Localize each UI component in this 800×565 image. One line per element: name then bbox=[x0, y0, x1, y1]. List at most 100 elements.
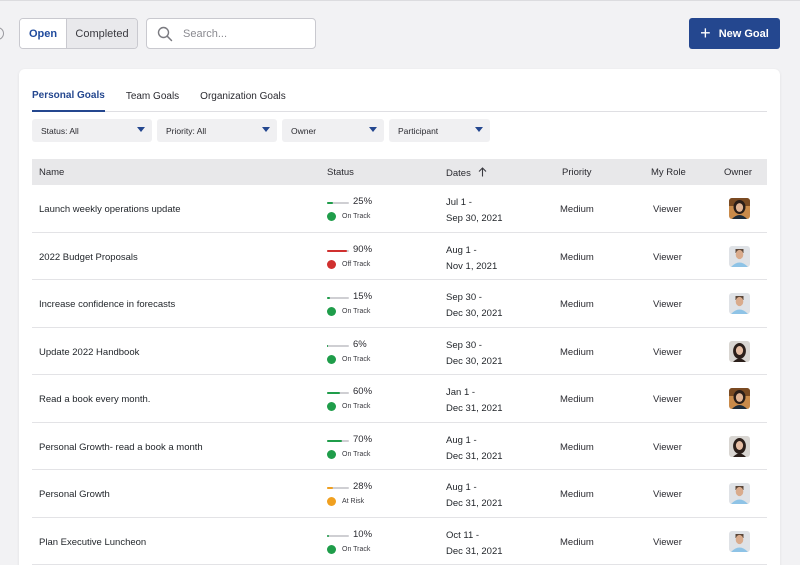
table-row[interactable]: Plan Executive Luncheon 10% On Track Oct… bbox=[32, 518, 767, 565]
priority-filter-dropdown[interactable]: Priority: All bbox=[157, 119, 277, 142]
status-filter-label: Status: All bbox=[41, 125, 79, 136]
goals-table: Name Status Dates Priority My Role Owner… bbox=[32, 159, 767, 565]
table-row[interactable]: 2022 Budget Proposals 90% Off Track Aug … bbox=[32, 233, 767, 280]
owner-avatar[interactable] bbox=[729, 198, 750, 219]
status-label: On Track bbox=[342, 450, 371, 458]
search-box bbox=[146, 18, 316, 49]
progress-percent: 6% bbox=[353, 338, 367, 350]
plus-icon: + bbox=[700, 22, 711, 43]
owner-avatar[interactable] bbox=[729, 340, 750, 362]
tab-organization-goals[interactable]: Organization Goals bbox=[200, 91, 286, 102]
table-row[interactable]: Update 2022 Handbook 6% On Track Sep 30 … bbox=[32, 328, 767, 375]
status-label: On Track bbox=[342, 213, 371, 220]
date-end: Dec 31, 2021 bbox=[446, 450, 503, 462]
goal-name[interactable]: Read a book every month. bbox=[39, 394, 151, 405]
status-dot-icon bbox=[327, 449, 336, 459]
chevron-down-icon bbox=[369, 127, 377, 132]
open-filter-button[interactable]: Open bbox=[20, 19, 67, 48]
new-goal-button[interactable]: + New Goal bbox=[689, 18, 780, 49]
chevron-down-icon bbox=[475, 127, 483, 132]
column-header-status[interactable]: Status bbox=[327, 167, 354, 178]
goal-status: 60% On Track bbox=[327, 386, 407, 414]
status-dot-icon bbox=[327, 259, 336, 269]
owner-avatar[interactable] bbox=[729, 530, 750, 552]
search-icon bbox=[157, 26, 173, 41]
date-end: Sep 30, 2021 bbox=[446, 213, 503, 224]
date-start: Oct 11 - bbox=[446, 529, 480, 541]
open-completed-toggle: Open Completed bbox=[19, 18, 138, 49]
goal-priority: Medium bbox=[560, 299, 594, 310]
goal-dates: Oct 11 - Dec 31, 2021 bbox=[446, 528, 503, 560]
table-row[interactable]: Read a book every month. 60% On Track Ja… bbox=[32, 375, 767, 423]
goal-status: 90% Off Track bbox=[327, 244, 407, 272]
my-role: Viewer bbox=[653, 299, 682, 310]
chevron-down-icon bbox=[262, 127, 270, 132]
goal-status: 10% On Track bbox=[327, 529, 407, 557]
status-dot-icon bbox=[327, 212, 336, 221]
date-end: Dec 31, 2021 bbox=[446, 545, 503, 557]
goal-dates: Jul 1 - Sep 30, 2021 bbox=[446, 195, 503, 227]
goal-dates: Sep 30 - Dec 30, 2021 bbox=[446, 338, 503, 370]
chevron-down-icon bbox=[137, 127, 145, 132]
goal-priority: Medium bbox=[560, 251, 594, 263]
date-start: Aug 1 - bbox=[446, 244, 477, 256]
table-row[interactable]: Personal Growth 28% At Risk Aug 1 - Dec … bbox=[32, 470, 767, 518]
table-row[interactable]: Increase confidence in forecasts 15% On … bbox=[32, 280, 767, 328]
goal-scope-tabs: Personal Goals Team Goals Organization G… bbox=[32, 81, 767, 112]
owner-avatar[interactable] bbox=[729, 388, 750, 409]
table-body: Launch weekly operations update 25% On T… bbox=[32, 185, 767, 565]
my-role: Viewer bbox=[653, 204, 682, 215]
date-end: Dec 30, 2021 bbox=[446, 355, 503, 367]
goal-name[interactable]: Personal Growth- read a book a month bbox=[39, 441, 203, 453]
owner-avatar[interactable] bbox=[729, 483, 750, 504]
completed-filter-button[interactable]: Completed bbox=[67, 19, 137, 48]
search-input[interactable] bbox=[183, 27, 303, 40]
progress-bar bbox=[327, 202, 349, 204]
tab-personal-goals[interactable]: Personal Goals bbox=[32, 81, 105, 112]
column-header-priority[interactable]: Priority bbox=[562, 167, 592, 178]
progress-bar bbox=[327, 344, 349, 347]
goal-name[interactable]: Plan Executive Luncheon bbox=[39, 536, 147, 548]
top-divider bbox=[0, 0, 800, 1]
column-header-dates[interactable]: Dates bbox=[446, 167, 487, 179]
progress-bar bbox=[327, 487, 349, 489]
participant-filter-label: Participant bbox=[398, 125, 439, 136]
owner-avatar[interactable] bbox=[729, 245, 750, 267]
status-dot-icon bbox=[327, 354, 336, 364]
my-role: Viewer bbox=[653, 489, 682, 500]
my-role: Viewer bbox=[653, 536, 682, 548]
goal-dates: Aug 1 - Dec 31, 2021 bbox=[446, 480, 503, 512]
owner-avatar[interactable] bbox=[729, 435, 750, 457]
goal-status: 15% On Track bbox=[327, 291, 407, 319]
participant-filter-dropdown[interactable]: Participant bbox=[389, 119, 490, 142]
table-header: Name Status Dates Priority My Role Owner bbox=[32, 159, 767, 185]
status-label: On Track bbox=[342, 403, 371, 410]
column-header-dates-label: Dates bbox=[446, 168, 471, 179]
owner-filter-label: Owner bbox=[291, 125, 317, 136]
status-label: On Track bbox=[342, 355, 371, 363]
goal-name[interactable]: Launch weekly operations update bbox=[39, 204, 181, 215]
goal-name[interactable]: Update 2022 Handbook bbox=[39, 346, 140, 358]
goal-name[interactable]: 2022 Budget Proposals bbox=[39, 251, 138, 263]
goal-priority: Medium bbox=[560, 441, 594, 453]
my-role: Viewer bbox=[653, 441, 682, 453]
goal-name[interactable]: Personal Growth bbox=[39, 489, 110, 500]
column-header-my-role[interactable]: My Role bbox=[651, 167, 686, 178]
column-header-name[interactable]: Name bbox=[39, 167, 65, 178]
status-filter-dropdown[interactable]: Status: All bbox=[32, 119, 152, 142]
column-header-owner[interactable]: Owner bbox=[724, 167, 752, 178]
edge-circle-icon[interactable] bbox=[0, 27, 4, 40]
date-end: Dec 31, 2021 bbox=[446, 498, 503, 509]
status-label: At Risk bbox=[342, 498, 365, 505]
goal-status: 25% On Track bbox=[327, 196, 407, 224]
progress-bar bbox=[327, 249, 349, 252]
table-row[interactable]: Launch weekly operations update 25% On T… bbox=[32, 185, 767, 233]
date-start: Sep 30 - bbox=[446, 292, 482, 303]
owner-avatar[interactable] bbox=[729, 293, 750, 314]
table-row[interactable]: Personal Growth- read a book a month 70%… bbox=[32, 423, 767, 470]
owner-filter-dropdown[interactable]: Owner bbox=[282, 119, 384, 142]
tab-team-goals[interactable]: Team Goals bbox=[125, 91, 180, 102]
goal-name[interactable]: Increase confidence in forecasts bbox=[39, 299, 176, 310]
progress-bar-fill bbox=[327, 249, 347, 252]
progress-bar-fill bbox=[327, 392, 340, 394]
